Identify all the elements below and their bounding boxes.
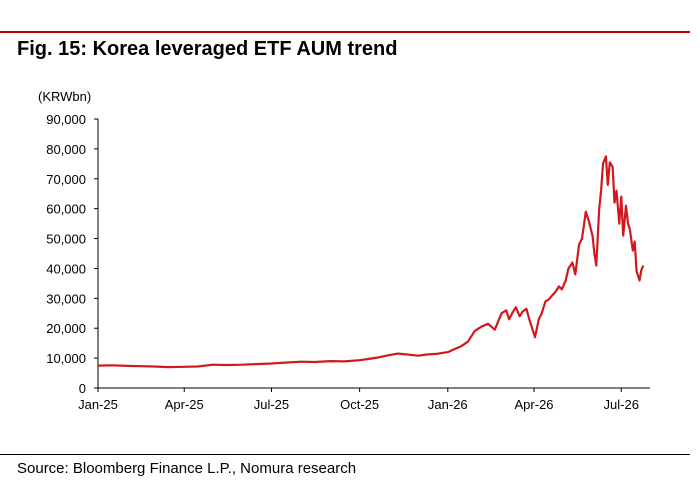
title-top-rule bbox=[0, 31, 690, 33]
y-tick-label: 40,000 bbox=[46, 261, 86, 276]
y-tick-label: 20,000 bbox=[46, 321, 86, 336]
x-tick-label: Jul-26 bbox=[604, 397, 639, 412]
y-axis-unit-label: (KRWbn) bbox=[38, 89, 91, 104]
y-axis-ticks: 0 10,000 20,000 30,000 40,000 50,000 60,000 70,… bbox=[46, 112, 98, 396]
source-rule bbox=[0, 454, 690, 455]
source-note: Source: Bloomberg Finance L.P., Nomura r… bbox=[17, 460, 357, 477]
y-tick-label: 80,000 bbox=[46, 142, 86, 157]
y-tick-label: 0 bbox=[79, 381, 86, 396]
x-tick-label: Jan-26 bbox=[428, 397, 468, 412]
x-axis-ticks: Jan-25 Apr-25 Jul-25 Oct-25 Jan-26 Apr-26 Jul-… bbox=[78, 388, 639, 412]
x-tick-label: Jul-25 bbox=[254, 397, 289, 412]
y-tick-label: 10,000 bbox=[46, 351, 86, 366]
y-tick-label: 90,000 bbox=[46, 112, 86, 127]
aum-series-line bbox=[97, 155, 645, 369]
y-tick-label: 60,000 bbox=[46, 202, 86, 217]
x-tick-label: Oct-25 bbox=[340, 397, 379, 412]
figure-title: Fig. 15: Korea leveraged ETF AUM trend bbox=[17, 38, 398, 60]
x-tick-label: Apr-26 bbox=[515, 397, 554, 412]
y-tick-label: 30,000 bbox=[46, 291, 86, 306]
x-tick-label: Apr-25 bbox=[165, 397, 204, 412]
y-tick-label: 70,000 bbox=[46, 172, 86, 187]
x-tick-label: Jan-25 bbox=[78, 397, 118, 412]
y-tick-label: 50,000 bbox=[46, 232, 86, 247]
